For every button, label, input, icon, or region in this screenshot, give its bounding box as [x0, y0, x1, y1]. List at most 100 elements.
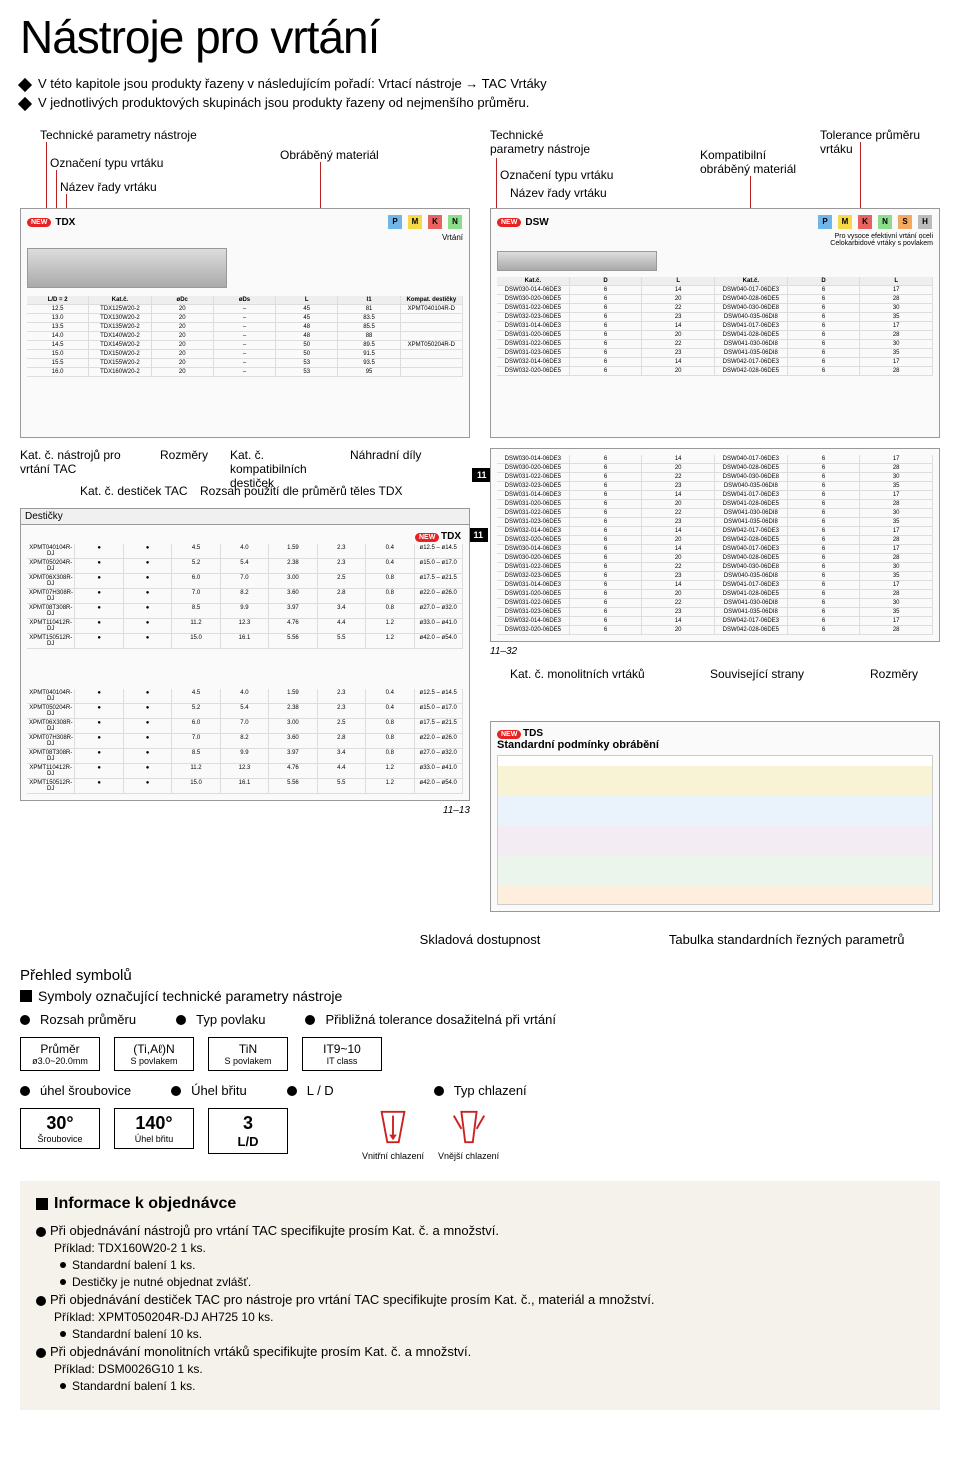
callout-kat-tac: Kat. č. nástrojů pro vrtání TAC [20, 448, 140, 476]
material-k-icon: K [428, 215, 442, 229]
order-l3e: Příklad: DSM0026G10 1 ks. [54, 1362, 924, 1376]
new-badge-inserts: NEW [415, 533, 439, 542]
page-ref-right: 11–32 [490, 646, 940, 657]
material-n-icon: N [448, 215, 462, 229]
callout-series-r: Název řady vrtáku [510, 186, 607, 200]
mid-left: Kat. č. nástrojů pro vrtání TAC Kat. č. … [20, 448, 470, 912]
callout-strany: Související strany [710, 667, 804, 681]
symbols-section: Přehled symbolů Symboly označující techn… [20, 967, 940, 1161]
callout-tech-params: Technické parametry nástroje [40, 128, 197, 142]
page-tab-11: 11 [468, 528, 488, 542]
intro-text-1: V této kapitole jsou produkty řazeny v n… [38, 76, 547, 91]
material-m-icon: M [408, 215, 422, 229]
tool-drawing [27, 248, 227, 288]
drill-drawing [497, 251, 657, 271]
bottom-callouts: Skladová dostupnost Tabulka standardních… [20, 932, 940, 947]
vrtani-label: Vrtání [27, 233, 463, 242]
page-ref-left: 11–13 [20, 805, 470, 816]
material-s-icon: S [898, 215, 912, 229]
mid-right: 11 DSW030-014-06DE3614DSW040-017-06DE361… [490, 448, 940, 912]
tdx-spec-table: L/D = 2Kat.č.øDcøDsLI1Kompat. destičky 1… [27, 296, 463, 377]
material-p-icon: P [818, 215, 832, 229]
cutting-conditions-table [497, 755, 933, 905]
intro-text-2: V jednotlivých produktových skupinách js… [38, 95, 529, 110]
sym-box-point: 140°Úhel břitu [114, 1108, 194, 1149]
sym-box-extcool: Vnější chlazení [438, 1108, 499, 1161]
page-tab-11r: 11 [472, 468, 492, 482]
new-badge-tds: NEW [497, 730, 521, 739]
dsw-series-label: DSW [525, 217, 548, 228]
order-l2: Při objednávání destiček TAC pro nástroj… [50, 1292, 655, 1307]
tdx-label-inserts: TDX [441, 531, 461, 542]
new-badge: NEW [27, 218, 51, 227]
sym-r2b: Úhel břitu [191, 1083, 247, 1098]
page-title: Nástroje pro vrtání [20, 10, 940, 64]
tdx-series-label: TDX [55, 217, 75, 228]
order-head: Informace k objednávce [54, 1195, 236, 1213]
symbols-title: Přehled symbolů [20, 967, 940, 984]
dsw-note2: Celokarbidové vrtáky s povlakem [497, 240, 933, 247]
sym-r1b: Typ povlaku [196, 1012, 265, 1027]
order-l3: Při objednávání monolitních vrtáků speci… [50, 1344, 471, 1359]
sym-box-helix: 30°Šroubovice [20, 1108, 100, 1149]
sym-box-diameter: Průměrø3.0~20.0mm [20, 1037, 100, 1071]
callout-type: Označení typu vrtáku [50, 156, 163, 170]
tds-header: Standardní podmínky obrábění [497, 739, 933, 751]
order-l1s2: Destičky je nutné objednat zvlášť. [72, 1275, 251, 1289]
material-h-icon: H [918, 215, 932, 229]
callout-compat-mat: Kompatibilní obráběný materiál [700, 148, 800, 176]
dsw-list-panel: DSW030-014-06DE3614DSW040-017-06DE3617DS… [490, 448, 940, 642]
order-l3s1: Standardní balení 1 ks. [72, 1379, 195, 1393]
inserts-table-2: XPMT040104R-DJ●●4.54.01.592.30.4ø12.5 – … [27, 689, 463, 794]
diamond-icon [18, 78, 32, 92]
order-l2e: Příklad: XPMT050204R-DJ AH725 10 ks. [54, 1310, 924, 1324]
dsw-list-table: DSW030-014-06DE3614DSW040-017-06DE3617DS… [497, 455, 933, 635]
material-k-icon: K [858, 215, 872, 229]
sym-box-tialn: (Ti,Aℓ)NS povlakem [114, 1037, 194, 1071]
order-l2s1: Standardní balení 10 ks. [72, 1327, 202, 1341]
callout-tech-params-r: Technické parametry nástroje [490, 128, 600, 156]
right-diagram: Technické parametry nástroje Označení ty… [490, 128, 940, 438]
dsw-spec-table: Kat.č.DLKat.č.DL DSW030-014-06DE3614DSW0… [497, 277, 933, 376]
internal-cooling-icon [374, 1108, 412, 1146]
sym-r2c: L / D [307, 1083, 334, 1098]
dsw-panel: NEW DSW P M K N S H Pro vysoce efektivní… [490, 208, 940, 438]
callout-kat-desticek: Kat. č. destiček TAC [80, 484, 188, 498]
symbols-subtitle: Symboly označující technické parametry n… [38, 988, 342, 1004]
sym-r2a: úhel šroubovice [40, 1083, 131, 1098]
callout-rozmery: Rozměry [160, 448, 208, 462]
callout-mono: Kat. č. monolitních vrtáků [510, 667, 645, 681]
ordering-info: Informace k objednávce Při objednávání n… [20, 1181, 940, 1410]
sym-box-ld: 3L/D [208, 1108, 288, 1154]
tds-series-label: TDS [523, 728, 543, 739]
material-p-icon: P [388, 215, 402, 229]
dsw-note1: Pro vysoce efektivní vrtání oceli [497, 233, 933, 240]
order-l1s1: Standardní balení 1 ks. [72, 1258, 195, 1272]
mid-diagram-row: Kat. č. nástrojů pro vrtání TAC Kat. č. … [20, 448, 940, 912]
tdx-panel: NEW TDX P M K N Vrtání L/D = 2Kat.č.øDcø… [20, 208, 470, 438]
sym-box-tin: TiNS povlakem [208, 1037, 288, 1071]
callout-rozmery-r: Rozměry [870, 667, 918, 681]
sym-box-it: IT9~10IT class [302, 1037, 382, 1071]
top-diagram-row: Technické parametry nástroje Označení ty… [20, 128, 940, 438]
new-badge-r: NEW [497, 218, 521, 227]
callout-cutting-table: Tabulka standardních řezných parametrů [633, 932, 940, 947]
sym-r2d: Typ chlazení [454, 1083, 527, 1098]
order-l1e: Příklad: TDX160W20-2 1 ks. [54, 1241, 924, 1255]
callout-stock: Skladová dostupnost [327, 932, 634, 947]
left-diagram: Technické parametry nástroje Označení ty… [20, 128, 470, 438]
callout-series: Název řady vrtáku [60, 180, 157, 194]
square-icon [36, 1198, 48, 1210]
callout-type-r: Označení typu vrtáku [500, 168, 613, 182]
callout-tolerance: Tolerance průměru vrtáku [820, 128, 930, 156]
external-cooling-icon [450, 1108, 488, 1146]
callout-nahradni: Náhradní díly [350, 448, 421, 462]
inserts-header: Destičky [21, 509, 469, 525]
diamond-icon [18, 97, 32, 111]
callout-rozsah: Rozsah použití dle průměrů těles TDX [200, 484, 420, 498]
material-n-icon: N [878, 215, 892, 229]
intro-block: V této kapitole jsou produkty řazeny v n… [20, 76, 940, 110]
tds-panel: NEW TDS Standardní podmínky obrábění [490, 721, 940, 912]
square-icon [20, 990, 32, 1002]
inserts-panel: Destičky NEW TDX XPMT040104R-DJ●●4.54.01… [20, 508, 470, 801]
